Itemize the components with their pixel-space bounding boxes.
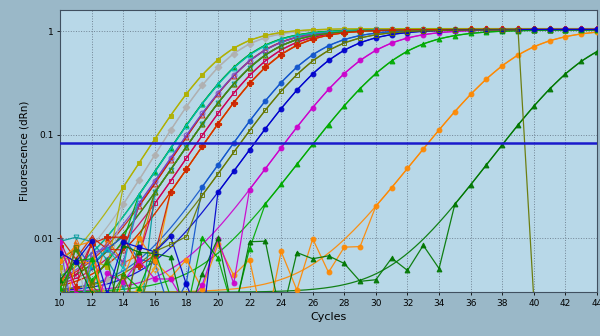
Y-axis label: Fluorescence (dRn): Fluorescence (dRn)	[19, 101, 29, 201]
X-axis label: Cycles: Cycles	[310, 312, 347, 322]
